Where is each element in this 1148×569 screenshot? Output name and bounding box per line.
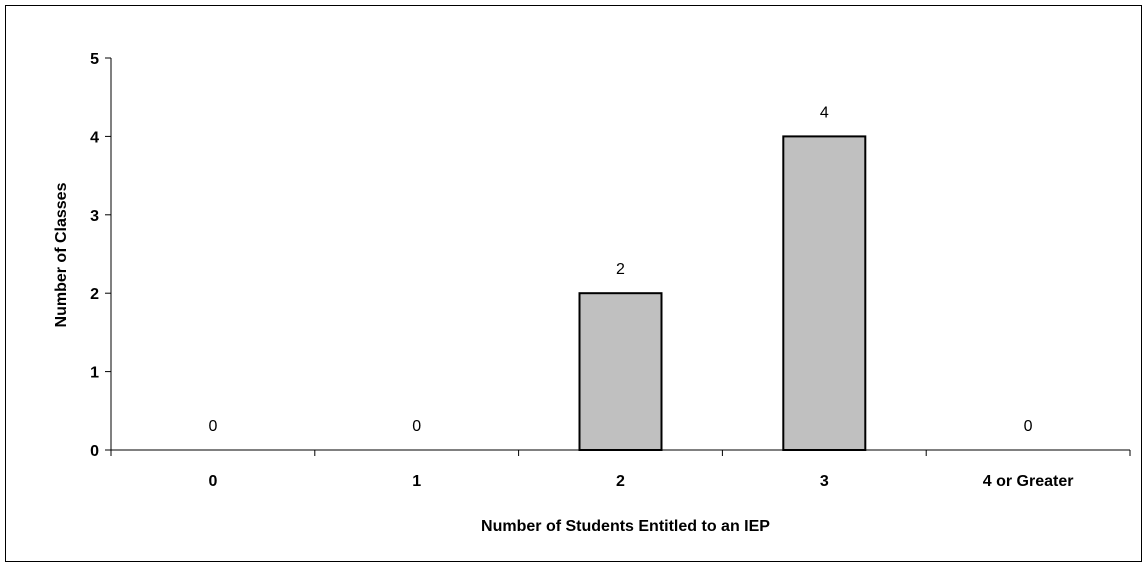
x-tick-label-0: 0 — [208, 473, 217, 490]
bar-3 — [782, 135, 867, 451]
bars-group — [578, 135, 867, 452]
y-tick-label-0: 0 — [90, 443, 99, 460]
data-label-1: 0 — [412, 418, 421, 435]
y-tick-label-2: 2 — [90, 286, 99, 303]
axes-group — [105, 57, 1131, 456]
y-tick-label-1: 1 — [90, 365, 99, 382]
x-tick-label-1: 1 — [412, 473, 421, 490]
data-label-0: 0 — [208, 418, 217, 435]
y-axis-title: Number of Classes — [53, 182, 70, 327]
data-label-2: 2 — [616, 261, 625, 278]
x-tick-label-2: 2 — [616, 473, 625, 490]
data-label-4: 0 — [1024, 418, 1033, 435]
y-tick-label-5: 5 — [90, 51, 99, 68]
y-tick-label-4: 4 — [90, 129, 99, 146]
y-tick-label-3: 3 — [90, 208, 99, 225]
x-tick-label-3: 3 — [820, 473, 829, 490]
bar-2 — [578, 292, 663, 452]
chart-frame — [5, 5, 1142, 562]
labels-group: 0 0 0 1 2 2 4 3 0 4 or Greater 0 1 2 3 4 5 — [90, 51, 1073, 490]
x-axis-title: Number of Students Entitled to an IEP — [481, 518, 770, 535]
data-label-3: 4 — [820, 104, 829, 121]
x-tick-label-4: 4 or Greater — [983, 473, 1074, 490]
